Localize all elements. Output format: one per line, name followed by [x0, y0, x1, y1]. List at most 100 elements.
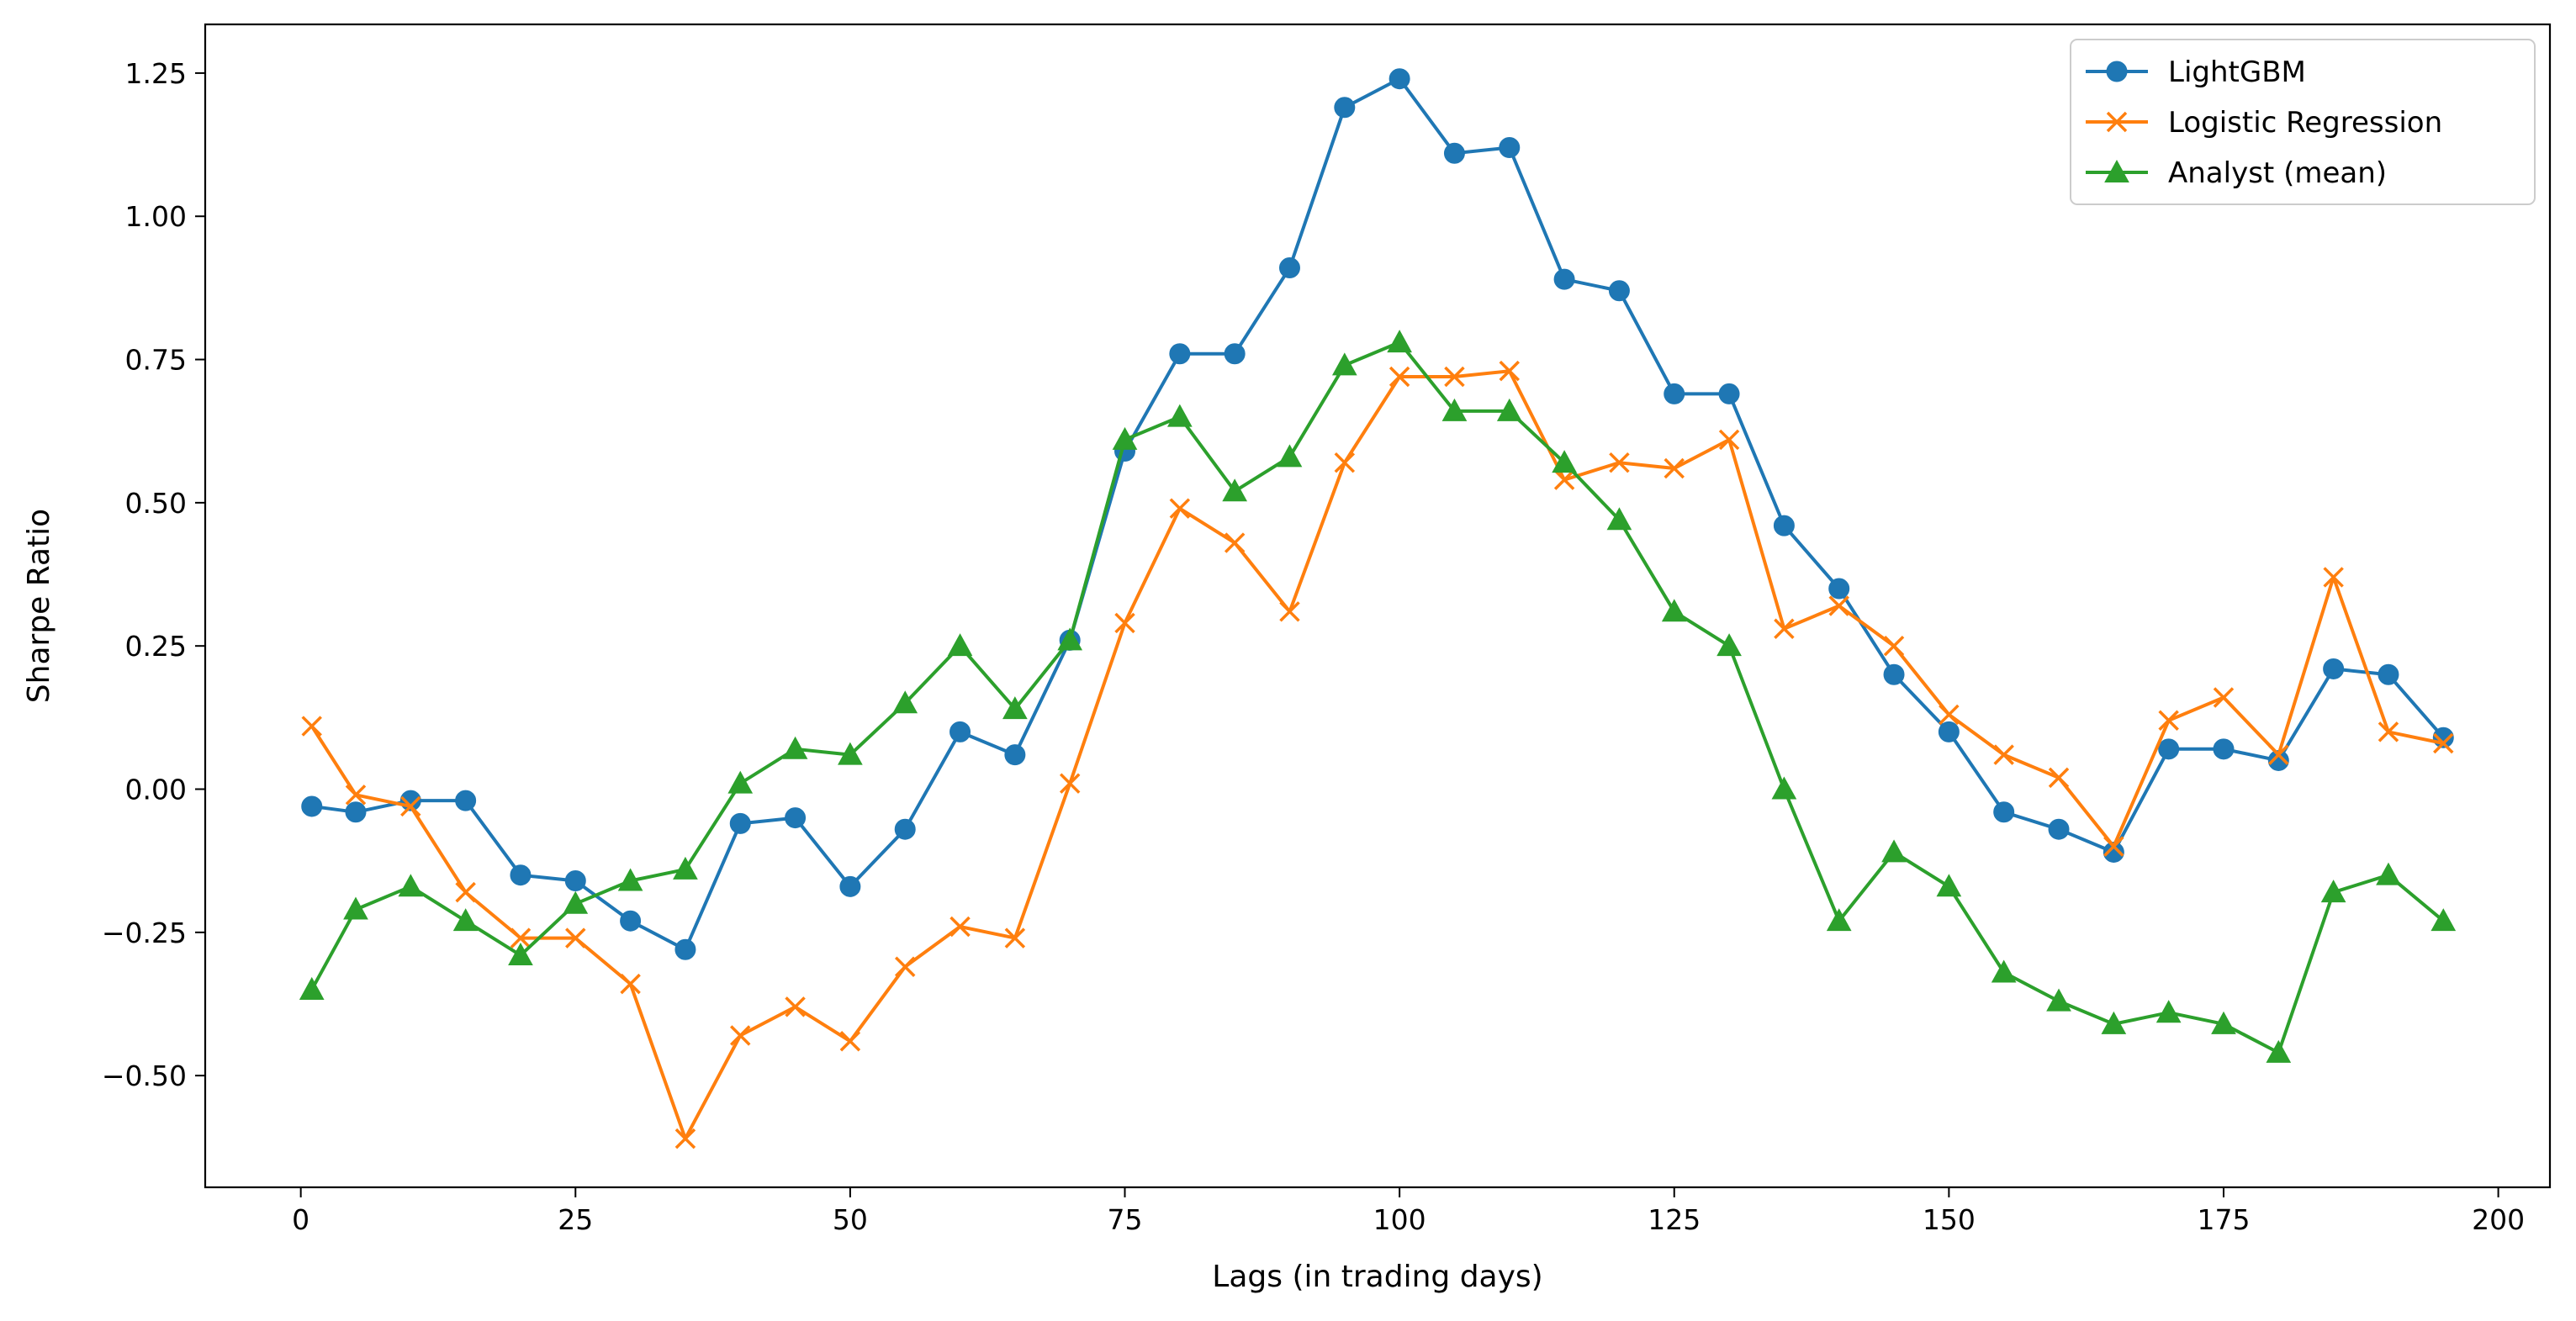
data-point-marker: [1387, 330, 1412, 353]
y-tick-label: 1.25: [125, 57, 187, 90]
data-point-marker: [947, 633, 973, 657]
data-point-marker: [1936, 874, 1962, 897]
data-point-marker: [1609, 452, 1630, 473]
data-point-marker: [1993, 744, 2014, 765]
data-point-marker: [565, 927, 586, 948]
y-tick-label: −0.50: [102, 1059, 187, 1092]
data-point-marker: [2048, 767, 2070, 789]
data-point-marker: [2376, 862, 2401, 885]
data-point-marker: [1716, 633, 1742, 657]
y-tick-label: 0.25: [125, 630, 187, 663]
legend: LightGBM Logistic Regression Analyst (mean…: [2070, 39, 2536, 205]
legend-box: [2070, 39, 2536, 205]
series-analyst-mean-: [299, 330, 2457, 1063]
data-point-marker: [1441, 398, 1468, 421]
x-tick-label: 125: [1648, 1203, 1701, 1236]
data-point-marker: [1993, 801, 2015, 823]
data-point-marker: [1389, 68, 1410, 90]
legend-label: LightGBM: [2168, 55, 2306, 89]
data-point-marker: [894, 956, 916, 977]
data-point-marker: [1444, 366, 1465, 388]
data-point-marker: [1169, 498, 1191, 519]
data-point-marker: [1664, 457, 1685, 479]
x-tick-label: 200: [2472, 1203, 2525, 1236]
axis-ticks: 0 25 50 75 100 125 150 175 200 −0.50 −0.25 0.00 0.25…: [102, 57, 2525, 1236]
series-lightgbm: [301, 68, 2454, 960]
series-logistic-regression: [301, 360, 2454, 1149]
data-point-marker: [1389, 366, 1410, 388]
data-point-marker: [1826, 908, 1852, 932]
data-point-marker: [1771, 776, 1797, 800]
data-point-marker: [620, 973, 641, 995]
data-point-marker: [1661, 599, 1687, 622]
data-point-marker: [2106, 111, 2128, 133]
data-point-marker: [2103, 836, 2124, 857]
data-point-marker: [2213, 687, 2235, 708]
data-point-marker: [892, 690, 918, 714]
data-point-marker: [400, 795, 421, 817]
data-point-marker: [2048, 818, 2070, 840]
y-tick-label: 0.50: [125, 487, 187, 520]
data-point-marker: [343, 896, 368, 920]
x-tick-label: 50: [833, 1203, 868, 1236]
y-tick-label: 0.75: [125, 344, 187, 377]
data-point-marker: [1606, 507, 1632, 531]
x-tick-label: 175: [2197, 1203, 2250, 1236]
data-point-marker: [2158, 738, 2180, 760]
data-point-marker: [1278, 257, 1300, 279]
data-point-marker: [2213, 738, 2235, 760]
legend-label: Logistic Regression: [2168, 106, 2442, 140]
data-point-marker: [1002, 696, 1028, 720]
legend-item: LightGBM: [2086, 55, 2306, 89]
data-point-marker: [1718, 383, 1740, 404]
data-point-marker: [455, 881, 476, 903]
series-line: [309, 369, 2446, 1141]
data-point-marker: [455, 790, 477, 811]
data-point-marker: [2266, 1039, 2292, 1063]
data-point-marker: [1828, 595, 1849, 616]
data-point-marker: [949, 916, 971, 938]
data-point-marker: [2158, 710, 2179, 731]
data-point-marker: [1499, 136, 1521, 158]
data-point-marker: [730, 1025, 751, 1046]
legend-label: Analyst (mean): [2168, 156, 2387, 190]
data-point-marker: [1938, 721, 1960, 742]
y-axis-label: Sharpe Ratio: [22, 509, 56, 703]
y-tick-label: 1.00: [125, 200, 187, 233]
data-point-marker: [1331, 352, 1357, 376]
data-point-marker: [674, 938, 696, 960]
data-point-marker: [452, 908, 479, 932]
data-point-marker: [2155, 1000, 2182, 1023]
data-point-marker: [2323, 567, 2344, 588]
data-point-marker: [1939, 704, 1960, 726]
x-tick-label: 100: [1373, 1203, 1426, 1236]
data-point-marker: [2433, 732, 2454, 754]
x-tick-label: 25: [558, 1203, 593, 1236]
data-point-marker: [1279, 601, 1300, 622]
data-point-marker: [1166, 404, 1193, 427]
data-point-marker: [510, 927, 532, 948]
data-point-marker: [1881, 839, 1907, 863]
data-point-marker: [727, 770, 754, 794]
legend-item: Analyst (mean): [2086, 156, 2387, 190]
data-point-marker: [2104, 159, 2129, 182]
data-point-marker: [839, 1031, 861, 1052]
data-point-marker: [2320, 880, 2346, 903]
data-point-marker: [2211, 1011, 2236, 1034]
data-point-marker: [1553, 268, 1575, 290]
data-point-marker: [2268, 744, 2289, 765]
data-point-marker: [2378, 663, 2399, 685]
data-point-marker: [894, 818, 916, 840]
data-point-marker: [2101, 1011, 2127, 1034]
x-tick-label: 75: [1108, 1203, 1143, 1236]
data-point-marker: [729, 812, 751, 834]
data-point-marker: [1774, 618, 1795, 639]
data-point-marker: [1883, 663, 1905, 685]
data-point-marker: [398, 874, 424, 897]
data-point-marker: [301, 795, 323, 817]
data-point-marker: [620, 910, 642, 932]
data-point-marker: [1004, 927, 1026, 948]
data-point-marker: [2378, 721, 2399, 742]
data-point-marker: [838, 742, 863, 765]
